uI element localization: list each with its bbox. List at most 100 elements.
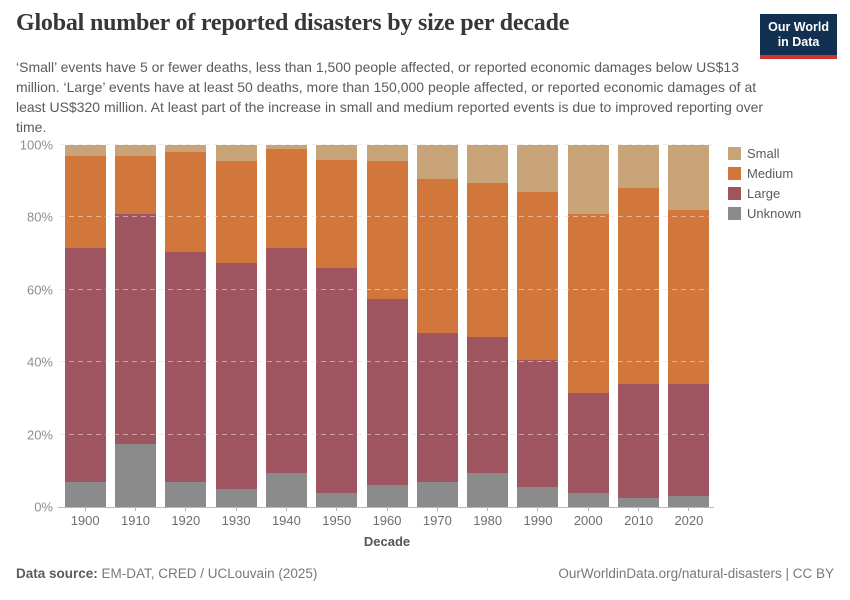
bar-1930[interactable] (215, 145, 257, 507)
bar-segment-1960-unknown[interactable] (366, 485, 408, 507)
x-axis-label-2000: 2000 (573, 513, 603, 528)
x-axis-label-1920: 1920 (171, 513, 201, 528)
bar-slot-1900 (60, 145, 110, 507)
bar-slot-2000 (563, 145, 613, 507)
bar-segment-2020-unknown[interactable] (668, 496, 710, 507)
bar-segment-1970-small[interactable] (416, 145, 458, 180)
legend-item-medium[interactable]: Medium (728, 166, 801, 181)
datasource-label: Data source: (16, 566, 98, 581)
legend-item-unknown[interactable]: Unknown (728, 206, 801, 221)
x-axis-tick-1950 (336, 507, 338, 511)
bar-segment-1930-small[interactable] (215, 145, 257, 162)
bar-1950[interactable] (316, 145, 358, 507)
owid-logo-line1: Our World (768, 20, 829, 34)
bar-segment-1920-medium[interactable] (165, 152, 207, 252)
bar-segment-1980-unknown[interactable] (467, 472, 509, 507)
y-axis-label-20: 20% (26, 427, 53, 443)
bar-segment-2010-unknown[interactable] (618, 497, 660, 507)
bar-segment-2020-small[interactable] (668, 145, 710, 211)
bar-segment-1900-large[interactable] (64, 248, 106, 482)
x-axis-tick-1970 (436, 507, 438, 511)
bar-segment-1930-medium[interactable] (215, 161, 257, 263)
bar-segment-1940-medium[interactable] (265, 148, 307, 249)
legend-item-small[interactable]: Small (728, 146, 801, 161)
bar-segment-1910-small[interactable] (114, 145, 156, 156)
x-tick-slot-1940 (261, 507, 311, 511)
bar-1910[interactable] (114, 145, 156, 507)
bar-segment-1950-unknown[interactable] (316, 492, 358, 507)
bar-segment-2000-unknown[interactable] (567, 492, 609, 507)
x-tick-slot-1970 (412, 507, 462, 511)
bar-segment-2000-small[interactable] (567, 145, 609, 214)
legend-label-unknown: Unknown (747, 206, 802, 221)
x-tick-slot-2020 (664, 507, 714, 511)
bar-segment-1910-large[interactable] (114, 213, 156, 444)
x-axis-label-1960: 1960 (372, 513, 402, 528)
bar-segment-1960-medium[interactable] (366, 161, 408, 299)
gridline-overlay-100 (60, 144, 714, 145)
bar-1970[interactable] (416, 145, 458, 507)
bar-1990[interactable] (517, 145, 559, 507)
bar-1920[interactable] (165, 145, 207, 507)
bar-segment-2000-medium[interactable] (567, 213, 609, 393)
bar-segment-1940-small[interactable] (265, 145, 307, 149)
x-tick-slot-2010 (613, 507, 663, 511)
bar-segment-1910-unknown[interactable] (114, 443, 156, 507)
y-axis-label-0: 0% (34, 499, 53, 515)
bar-segment-1970-unknown[interactable] (416, 481, 458, 507)
bar-segment-1900-unknown[interactable] (64, 481, 106, 507)
bar-1960[interactable] (366, 145, 408, 507)
bar-segment-1920-large[interactable] (165, 251, 207, 482)
bar-segment-2010-large[interactable] (618, 383, 660, 498)
footer-attribution[interactable]: OurWorldinData.org/natural-disasters | C… (558, 566, 834, 581)
bar-segment-2010-small[interactable] (618, 145, 660, 189)
bar-segment-1990-large[interactable] (517, 360, 559, 488)
bar-segment-1920-small[interactable] (165, 145, 207, 153)
bar-segment-2010-medium[interactable] (618, 188, 660, 384)
legend-swatch-large (728, 187, 741, 200)
bar-slot-2020 (664, 145, 714, 507)
bar-segment-1970-large[interactable] (416, 333, 458, 482)
gridline-overlay-80 (60, 216, 714, 218)
bar-2010[interactable] (618, 145, 660, 507)
bar-segment-1950-small[interactable] (316, 145, 358, 160)
legend-label-small: Small (747, 146, 780, 161)
bar-segment-1990-medium[interactable] (517, 192, 559, 361)
bar-segment-1990-small[interactable] (517, 145, 559, 193)
bar-segment-1960-small[interactable] (366, 145, 408, 162)
gridline-overlay-20 (60, 433, 714, 435)
bar-2020[interactable] (668, 145, 710, 507)
bar-1900[interactable] (64, 145, 106, 507)
bar-segment-1910-medium[interactable] (114, 155, 156, 214)
bar-segment-1930-large[interactable] (215, 262, 257, 489)
bar-segment-1970-medium[interactable] (416, 179, 458, 334)
bar-segment-1950-large[interactable] (316, 268, 358, 493)
bar-segment-1960-large[interactable] (366, 298, 408, 486)
x-axis-tick-1910 (134, 507, 136, 511)
bar-segment-1980-small[interactable] (467, 145, 509, 184)
bar-segment-2000-large[interactable] (567, 392, 609, 493)
bar-segment-1980-medium[interactable] (467, 183, 509, 337)
legend-swatch-unknown (728, 207, 741, 220)
bar-segment-1990-unknown[interactable] (517, 487, 559, 507)
bar-slot-2010 (613, 145, 663, 507)
bar-1940[interactable] (265, 145, 307, 507)
x-axis-label-1910: 1910 (121, 513, 150, 528)
bar-2000[interactable] (567, 145, 609, 507)
bar-1980[interactable] (467, 145, 509, 507)
bar-segment-1920-unknown[interactable] (165, 481, 207, 507)
bar-segment-1950-medium[interactable] (316, 159, 358, 269)
bar-segment-1900-medium[interactable] (64, 155, 106, 249)
bar-segment-1900-small[interactable] (64, 145, 106, 156)
bar-slot-1960 (362, 145, 412, 507)
bar-segment-1930-unknown[interactable] (215, 488, 257, 507)
bar-segment-2020-medium[interactable] (668, 210, 710, 384)
owid-logo[interactable]: Our World in Data (760, 14, 837, 59)
page-title: Global number of reported disasters by s… (16, 10, 570, 36)
bar-segment-1980-large[interactable] (467, 336, 509, 473)
bar-segment-1940-unknown[interactable] (265, 472, 307, 507)
bar-segment-2020-large[interactable] (668, 383, 710, 497)
legend-item-large[interactable]: Large (728, 186, 801, 201)
y-axis-label-60: 60% (26, 282, 53, 298)
bar-segment-1940-large[interactable] (265, 248, 307, 473)
